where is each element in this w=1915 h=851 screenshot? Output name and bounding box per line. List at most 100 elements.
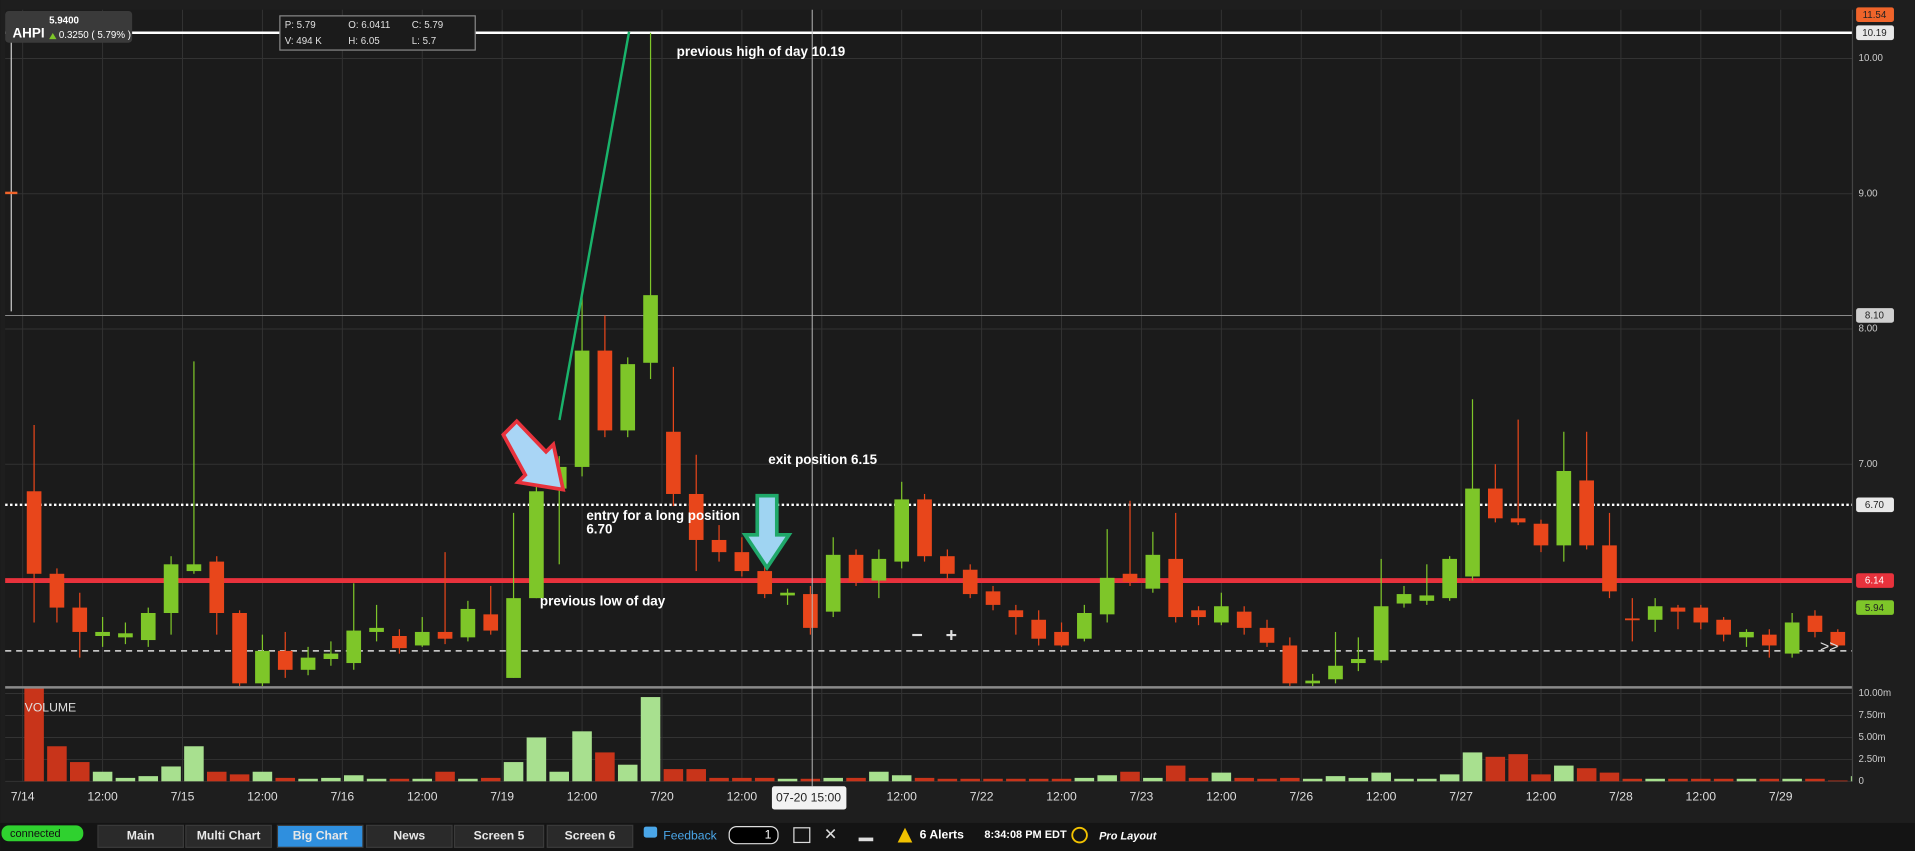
x-tick-label: 7/28 [1609,789,1633,803]
volume-bar [161,766,181,782]
candle-body [1122,573,1138,582]
volume-bar [526,737,547,782]
tab[interactable] [453,824,545,848]
volume-bar [1120,771,1140,782]
x-tick-label: 7/29 [1769,789,1793,803]
tab-label[interactable]: Big Chart [293,829,348,843]
x-tick-label: 12:00 [407,789,438,803]
price-tag-label: 6.70 [1865,500,1885,511]
candle-body [186,564,202,572]
candle-body [962,569,978,595]
volume-bar [1439,774,1460,782]
tool-icon[interactable]: ✕ [824,826,837,843]
ohlc-item: P: 5.79 [285,20,316,31]
volume-bar [1462,752,1483,782]
connection-pill [1,825,84,842]
candle-body [1259,627,1275,643]
volume-bar [640,697,661,782]
volume-bar [47,746,67,782]
x-tick-label: 7/19 [490,789,514,803]
annotation: entry for a long position [586,508,740,523]
x-tick-label: 7/15 [171,789,195,803]
volume-bar [275,777,296,782]
volume-bar [1599,772,1620,782]
volume-bar [663,769,684,782]
volume-bar [1257,778,1277,782]
volume-bar [983,778,1003,782]
candle-body [711,539,727,553]
tab[interactable] [185,824,272,848]
volume-bar [366,778,387,782]
tab[interactable] [97,824,185,848]
candle-body [1442,558,1457,599]
layout-name[interactable]: Pro Layout [1099,830,1158,842]
candle-body [666,431,681,494]
candle-body [780,592,795,596]
up-icon [49,32,57,40]
layout-count-box[interactable] [728,825,779,845]
tab-label[interactable]: Multi Chart [197,829,261,843]
ohlc-item: C: 5.79 [412,20,443,31]
x-tick-label: 7/16 [330,789,354,803]
price-tag-label: 6.14 [1865,576,1885,587]
tab-label[interactable]: Screen 6 [565,829,616,843]
volume-bar [1736,778,1757,782]
x-tick-label: 12:00 [1686,789,1717,803]
tab-label[interactable]: News [393,829,425,843]
volume-bar [1302,778,1323,782]
symbol: AHPI [12,26,44,41]
y-tick-label: 7.00 [1859,459,1879,470]
candle-body [277,650,293,670]
volume-bar [1348,777,1369,782]
candle-body [1351,658,1366,664]
candle-body [597,350,613,431]
ohlc-item: H: 6.05 [348,36,380,47]
change: 0.3250 ( 5.79% ) [59,30,131,41]
volume-bar [960,778,980,782]
candle-body [209,561,225,614]
volume-bar [777,778,798,782]
volume-bar [1417,778,1437,782]
volume-bar [480,777,501,782]
time-tooltip [771,786,847,810]
plot-area [5,9,1853,782]
volume-bar [321,777,341,782]
alerts[interactable]: 6 Alerts [920,827,964,841]
candle-body [414,631,430,646]
tab[interactable] [365,824,453,848]
candle-body [483,614,499,631]
tab[interactable] [546,824,634,848]
x-tick-label: 7/22 [970,789,994,803]
feedback[interactable]: Feedback [663,829,717,843]
tab-label[interactable]: Main [127,829,155,843]
candle-body [140,613,156,641]
tab-label[interactable]: Screen 5 [474,829,525,843]
x-tick-label: 12:00 [1366,789,1397,803]
tab[interactable] [276,824,364,848]
candle-body [757,571,773,595]
candle-body [1191,610,1206,618]
ohlc-item: L: 5.7 [412,36,436,47]
x-tick-label: 7/26 [1289,789,1313,803]
candle-body [620,364,636,431]
zoom-in[interactable]: + [946,624,957,646]
volume-bar [1394,778,1414,782]
candle-body [734,552,750,572]
scroll-right[interactable]: >> [1820,638,1839,655]
volume-bar [1850,776,1853,782]
x-tick-label: 12:00 [87,789,118,803]
tool-icon[interactable] [858,837,874,842]
x-tick-label: 12:00 [727,789,758,803]
candle-body [574,350,590,467]
tool-icon[interactable] [793,827,811,844]
x-tick-label: 12:00 [567,789,598,803]
volume-bar [138,776,159,782]
ohlc-item: O: 6.0411 [348,20,390,31]
price-tag [1856,497,1894,513]
candle-body [1624,618,1640,621]
zoom-out[interactable]: − [912,624,923,646]
candle-body [346,630,362,664]
volume-bar [92,771,113,782]
candle-body [1807,615,1823,632]
price-tag [1856,573,1894,588]
